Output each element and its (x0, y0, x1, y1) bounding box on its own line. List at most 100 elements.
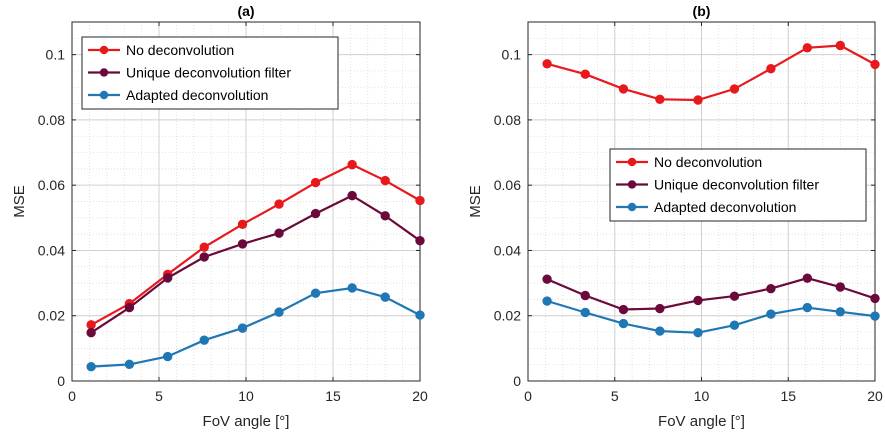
x-tick-label: 15 (325, 388, 341, 404)
legend: No deconvolution Unique deconvolution fil… (609, 148, 867, 222)
data-point (802, 273, 813, 283)
data-point (766, 63, 776, 74)
data-point (380, 175, 390, 186)
data-point (542, 296, 552, 306)
data-point (802, 43, 813, 53)
y-tick-label: 0.06 (494, 177, 521, 193)
data-point (618, 84, 629, 94)
data-point (163, 351, 173, 362)
y-tick-label: 0.04 (494, 242, 521, 258)
legend: No deconvolution Unique deconvolution fil… (81, 36, 339, 110)
x-tick-label: 0 (68, 388, 76, 404)
data-point (542, 274, 552, 284)
y-axis-label: MSE (11, 185, 28, 218)
x-tick-label: 15 (780, 388, 796, 404)
series-line-2 (546, 277, 876, 311)
data-point (347, 159, 357, 170)
data-point (693, 295, 703, 306)
panel-title: (b) (693, 3, 711, 19)
data-point (199, 242, 209, 252)
data-point (655, 326, 665, 336)
data-point (870, 293, 880, 304)
data-point (729, 84, 740, 94)
data-point (310, 208, 321, 219)
series-line-3 (91, 286, 421, 368)
data-point (766, 309, 776, 319)
data-point (347, 190, 357, 201)
data-point (618, 318, 629, 329)
data-point (237, 239, 248, 249)
legend-marker (627, 180, 637, 189)
x-axis-label: FoV angle [°] (658, 413, 745, 430)
data-point (870, 59, 880, 70)
data-point (580, 69, 590, 79)
panel-title: (a) (237, 3, 254, 19)
series-line-1 (90, 163, 421, 326)
data-point (124, 302, 135, 313)
y-tick-label: 0.02 (38, 308, 65, 324)
data-point (380, 211, 390, 221)
y-tick-label: 0.06 (38, 177, 65, 193)
data-point (729, 320, 740, 330)
data-point (415, 235, 425, 246)
data-point (802, 302, 813, 313)
panel-b: 0 5 10 15 20 0 0.02 0.04 0.06 0.08 0.1 (b) FoV angle… (467, 3, 883, 430)
legend-marker (99, 68, 109, 77)
data-point (542, 59, 552, 69)
legend-marker (99, 45, 109, 55)
x-tick-label: 5 (155, 388, 163, 404)
x-tick-label: 10 (694, 388, 710, 404)
legend-label: Unique deconvolution filter (126, 65, 291, 81)
data-point (380, 292, 390, 302)
y-tick-label: 0 (513, 373, 521, 389)
series-line-1 (546, 44, 876, 102)
y-tick-label: 0.08 (38, 112, 65, 128)
data-point (580, 290, 590, 301)
legend-label: Adapted deconvolution (654, 199, 796, 215)
data-point (729, 291, 740, 301)
data-point (274, 199, 284, 209)
data-point (86, 320, 96, 330)
data-point (655, 303, 665, 314)
data-point (274, 307, 284, 317)
data-point (347, 283, 357, 293)
x-tick-label: 10 (238, 388, 254, 404)
legend-box (609, 148, 867, 222)
y-tick-label: 0 (57, 373, 65, 389)
x-tick-label: 20 (867, 388, 883, 404)
data-point (124, 359, 135, 370)
data-point (580, 307, 590, 318)
data-point (199, 335, 209, 345)
data-point (835, 307, 845, 317)
data-point (835, 40, 845, 51)
data-point (415, 310, 425, 320)
series-line-3 (546, 299, 876, 334)
x-tick-label: 0 (524, 388, 532, 404)
data-point (86, 327, 96, 338)
legend-marker (627, 157, 637, 167)
data-point (163, 273, 173, 283)
y-tick-label: 0.08 (494, 112, 521, 128)
legend-label: Adapted deconvolution (126, 87, 268, 103)
y-tick-label: 0.04 (38, 242, 65, 258)
data-point (86, 361, 96, 372)
panel-a: 0 5 10 15 20 0 0.02 0.04 0.06 0.08 0.1 (a) FoV angle… (11, 3, 428, 430)
y-tick-label: 0.1 (46, 47, 66, 63)
data-point (618, 304, 629, 315)
data-point (870, 311, 880, 321)
legend-marker (99, 90, 109, 100)
data-point (766, 283, 776, 294)
legend-label: No deconvolution (126, 42, 234, 58)
data-point (693, 95, 703, 105)
series-line-2 (90, 194, 421, 334)
legend-marker (627, 202, 637, 212)
data-point (310, 288, 321, 298)
y-tick-label: 0.1 (502, 47, 522, 63)
data-point (310, 177, 321, 188)
legend-label: Unique deconvolution filter (654, 177, 819, 193)
y-axis-label: MSE (467, 185, 484, 218)
data-point (237, 323, 248, 333)
data-point (655, 94, 665, 105)
data-point (237, 219, 248, 230)
